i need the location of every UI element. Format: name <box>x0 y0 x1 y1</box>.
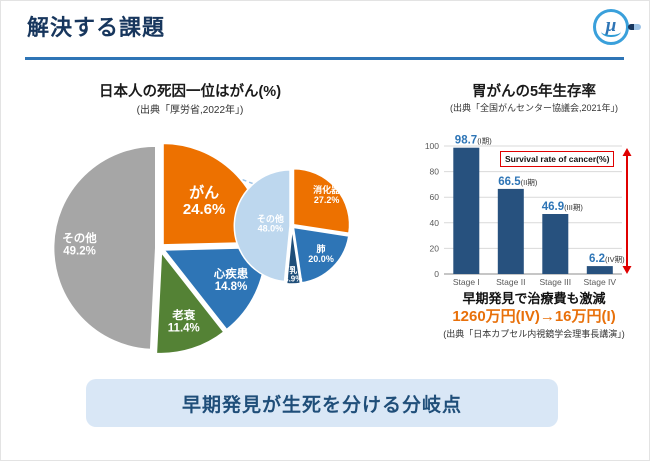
logo-mu-letter: μ <box>605 15 617 36</box>
y-tick-label: 40 <box>430 218 440 228</box>
pie-label-その他: その他 48.0% <box>257 213 284 234</box>
bar-Stage III <box>542 214 569 274</box>
x-category-label: Stage II <box>496 277 525 287</box>
drop-arrow-head-bottom <box>622 266 632 274</box>
logo-swoosh <box>601 26 621 37</box>
pie-charts-canvas: がん 24.6% 心疾患 14.8% 老衰 11.4% その他 49.2% 消化器 27.2% 肺 2… <box>52 142 351 355</box>
right-chart-source: (出典「全国がんセンター協議会,2021年」) <box>449 103 619 113</box>
y-tick-label: 80 <box>430 167 440 177</box>
bar-value-label: 98.7(I期) <box>455 135 492 147</box>
bar-Stage IV <box>586 266 613 274</box>
y-tick-label: 20 <box>430 243 440 253</box>
page-title: 解決する課題 <box>27 15 166 40</box>
key-message-banner: 早期発見が生死を分ける分岐点 <box>86 379 558 427</box>
x-category-label: Stage I <box>453 277 480 287</box>
drop-arrow-head-top <box>622 148 632 156</box>
y-tick-label: 100 <box>425 141 439 151</box>
bar-value-label: 46.9(III期) <box>542 201 584 213</box>
cost-reduction-value: 1260万円(IV)→16万円(I) <box>452 308 616 325</box>
cost-reduction-title: 早期発見で治療費も激減 <box>462 291 606 306</box>
survival-rate-annotation: Survival rate of cancer(%) <box>500 151 615 167</box>
x-category-label: Stage IV <box>583 277 616 287</box>
pie-slice-肺 <box>292 226 350 284</box>
key-message-text: 早期発見が生死を分ける分岐点 <box>181 394 462 416</box>
pie-slice-その他 <box>52 144 157 351</box>
capsule-icon <box>628 24 641 30</box>
pie-slice-消化器 <box>292 167 351 235</box>
header-divider <box>25 57 624 60</box>
bar-Stage I <box>453 147 480 274</box>
x-category-label: Stage III <box>539 277 571 287</box>
y-tick-label: 60 <box>430 192 440 202</box>
pie-label-心疾患: 心疾患 14.8% <box>214 266 249 293</box>
pie-label-その他: その他 49.2% <box>62 231 97 258</box>
right-chart-title: 胃がんの5年生存率 <box>471 84 597 100</box>
bar-chart-canvas: 0 20 40 60 80 100 98.7(I期) Stage I 66.5(II期) Stag… <box>425 135 632 287</box>
pie-slice-その他 <box>233 169 291 283</box>
pie-slice-老衰 <box>155 250 226 355</box>
pie-label-がん: がん 24.6% <box>183 183 226 218</box>
pie-label-消化器: 消化器 27.2% <box>313 184 341 205</box>
company-logo: μ <box>591 7 643 49</box>
y-tick-label: 0 <box>434 269 439 279</box>
bar-value-label: 66.5(II期) <box>498 176 538 188</box>
cost-reduction-source: (出典「日本カプセル内視鏡学会理事長講演」) <box>443 329 625 339</box>
bar-Stage II <box>497 188 524 274</box>
bar-value-label: 6.2(IV期) <box>589 253 625 265</box>
pie-label-老衰: 老衰 11.4% <box>168 308 200 335</box>
left-chart-title: 日本人の死因一位はがん(%) <box>98 84 282 100</box>
left-chart-source: (出典「厚労省,2022年」) <box>136 105 244 116</box>
pie-slice-乳 <box>285 227 302 285</box>
logo-circle: μ <box>593 9 629 45</box>
pie-label-肺: 肺 20.0% <box>308 243 334 264</box>
pie-label-乳: 乳 3.9% <box>284 265 302 284</box>
